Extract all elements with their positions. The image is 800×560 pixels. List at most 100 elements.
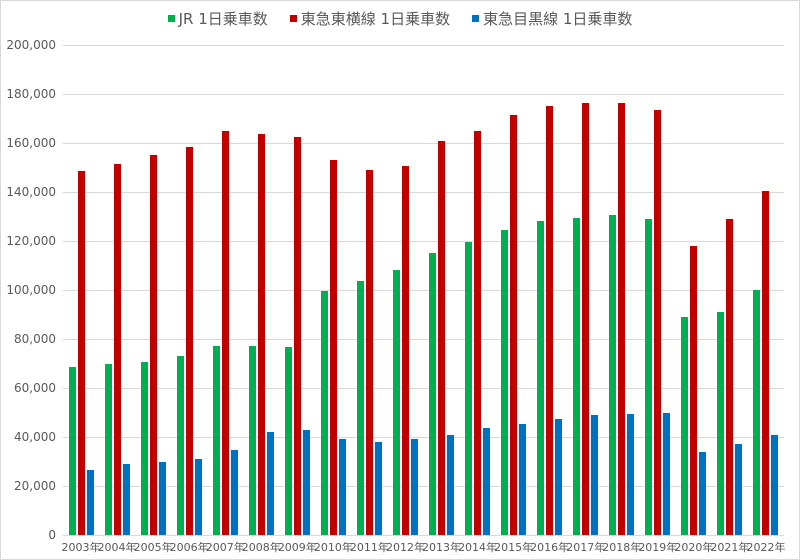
bar-jr-2013年 [429, 253, 437, 535]
bar-toyoko-2008年 [257, 134, 265, 535]
gridline [63, 290, 784, 291]
y-axis-tick-label: 180,000 [6, 87, 56, 101]
bar-toyoko-2017年 [582, 102, 590, 535]
gridline [63, 388, 784, 389]
bar-meguro-2011年 [374, 441, 382, 535]
bar-toyoko-2003年 [77, 171, 85, 535]
bar-meguro-2010年 [338, 439, 346, 535]
x-axis-tick-label: 2020年 [674, 541, 714, 554]
bar-toyoko-2013年 [438, 140, 446, 535]
y-axis-tick-label: 120,000 [6, 234, 56, 248]
x-axis-tick-label: 2005年 [133, 541, 173, 554]
legend-label-meguro: 東急目黒線 1日乗車数 [483, 10, 633, 28]
bar-jr-2008年 [248, 346, 256, 535]
x-axis-tick-label: 2004年 [97, 541, 137, 554]
bar-toyoko-2012年 [401, 166, 409, 535]
gridline [63, 241, 784, 242]
bar-jr-2003年 [68, 366, 76, 535]
x-axis-tick-label: 2017年 [566, 541, 606, 554]
bar-meguro-2009年 [302, 429, 310, 535]
x-axis-tick-label: 2016年 [530, 541, 570, 554]
y-axis-tick-label: 20,000 [14, 479, 56, 493]
legend-swatch-meguro [472, 15, 480, 22]
bar-toyoko-2006年 [185, 146, 193, 535]
bar-toyoko-2021年 [726, 218, 734, 535]
y-axis-tick-label: 0 [48, 528, 56, 542]
bar-jr-2007年 [212, 346, 220, 535]
chart-legend: JR 1日乗車数 東急東横線 1日乗車数 東急目黒線 1日乗車数 [0, 8, 800, 29]
bar-toyoko-2015年 [510, 114, 518, 535]
bar-jr-2010年 [320, 291, 328, 535]
bar-meguro-2020年 [699, 451, 707, 535]
bar-jr-2012年 [392, 270, 400, 535]
y-axis-tick-label: 160,000 [6, 136, 56, 150]
gridline [63, 535, 784, 536]
legend-label-toyoko: 東急東横線 1日乗車数 [300, 10, 451, 28]
x-axis-tick-label: 2018年 [602, 541, 642, 554]
legend-swatch-toyoko [289, 15, 297, 22]
bar-toyoko-2010年 [329, 160, 337, 535]
bar-meguro-2015年 [519, 423, 527, 535]
bar-toyoko-2009年 [293, 136, 301, 535]
x-axis-tick-label: 2019年 [638, 541, 678, 554]
x-axis-tick-label: 2014年 [458, 541, 498, 554]
legend-label-jr: JR 1日乗車数 [178, 10, 268, 28]
x-axis-tick-label: 2022年 [746, 541, 786, 554]
bar-jr-2021年 [717, 312, 725, 535]
bar-jr-2015年 [501, 229, 509, 535]
y-axis-tick-label: 40,000 [14, 430, 56, 444]
y-axis-tick-label: 60,000 [14, 381, 56, 395]
bar-jr-2018年 [609, 215, 617, 535]
bar-toyoko-2020年 [690, 245, 698, 535]
gridline [63, 486, 784, 487]
x-axis-tick-label: 2011年 [349, 541, 389, 554]
bar-meguro-2004年 [122, 464, 130, 535]
y-axis-tick-label: 200,000 [6, 38, 56, 52]
x-axis-tick-label: 2008年 [241, 541, 281, 554]
bar-toyoko-2022年 [762, 190, 770, 535]
gridline [63, 143, 784, 144]
gridline [63, 94, 784, 95]
bar-meguro-2022年 [771, 434, 779, 535]
bar-toyoko-2011年 [365, 169, 373, 535]
y-axis-tick-label: 140,000 [6, 185, 56, 199]
x-axis-tick-label: 2003年 [61, 541, 101, 554]
bar-meguro-2006年 [194, 459, 202, 535]
bar-meguro-2008年 [266, 432, 274, 535]
bar-toyoko-2019年 [654, 109, 662, 535]
bar-jr-2004年 [104, 364, 112, 535]
bar-meguro-2016年 [555, 418, 563, 535]
bar-toyoko-2018年 [618, 102, 626, 535]
bar-meguro-2014年 [483, 428, 491, 535]
x-axis-tick-label: 2007年 [205, 541, 245, 554]
x-axis-tick-label: 2006年 [169, 541, 209, 554]
bar-toyoko-2014年 [474, 130, 482, 535]
bar-jr-2009年 [284, 346, 292, 535]
bar-meguro-2018年 [627, 413, 635, 535]
legend-item-jr: JR 1日乗車数 [167, 8, 268, 29]
bar-meguro-2007年 [230, 450, 238, 535]
gridline [63, 339, 784, 340]
x-axis-tick-label: 2013年 [422, 541, 462, 554]
legend-item-toyoko: 東急東横線 1日乗車数 [289, 8, 451, 29]
bar-toyoko-2007年 [221, 130, 229, 535]
gridline [63, 192, 784, 193]
legend-item-meguro: 東急目黒線 1日乗車数 [472, 8, 632, 29]
bar-meguro-2012年 [410, 439, 418, 535]
legend-swatch-jr [167, 15, 175, 22]
x-axis-tick-label: 2009年 [277, 541, 317, 554]
x-axis-tick-label: 2015年 [494, 541, 534, 554]
bar-jr-2016年 [537, 221, 545, 535]
bar-toyoko-2005年 [149, 155, 157, 535]
bar-jr-2020年 [681, 316, 689, 535]
bar-meguro-2005年 [158, 461, 166, 535]
bar-meguro-2013年 [447, 434, 455, 535]
x-axis-tick-label: 2021年 [710, 541, 750, 554]
bar-jr-2011年 [356, 281, 364, 535]
bar-meguro-2017年 [591, 414, 599, 535]
bar-meguro-2019年 [663, 413, 671, 535]
bar-jr-2005年 [140, 361, 148, 535]
y-axis-tick-label: 80,000 [14, 332, 56, 346]
bar-jr-2022年 [753, 290, 761, 535]
y-axis-tick-label: 100,000 [6, 283, 56, 297]
